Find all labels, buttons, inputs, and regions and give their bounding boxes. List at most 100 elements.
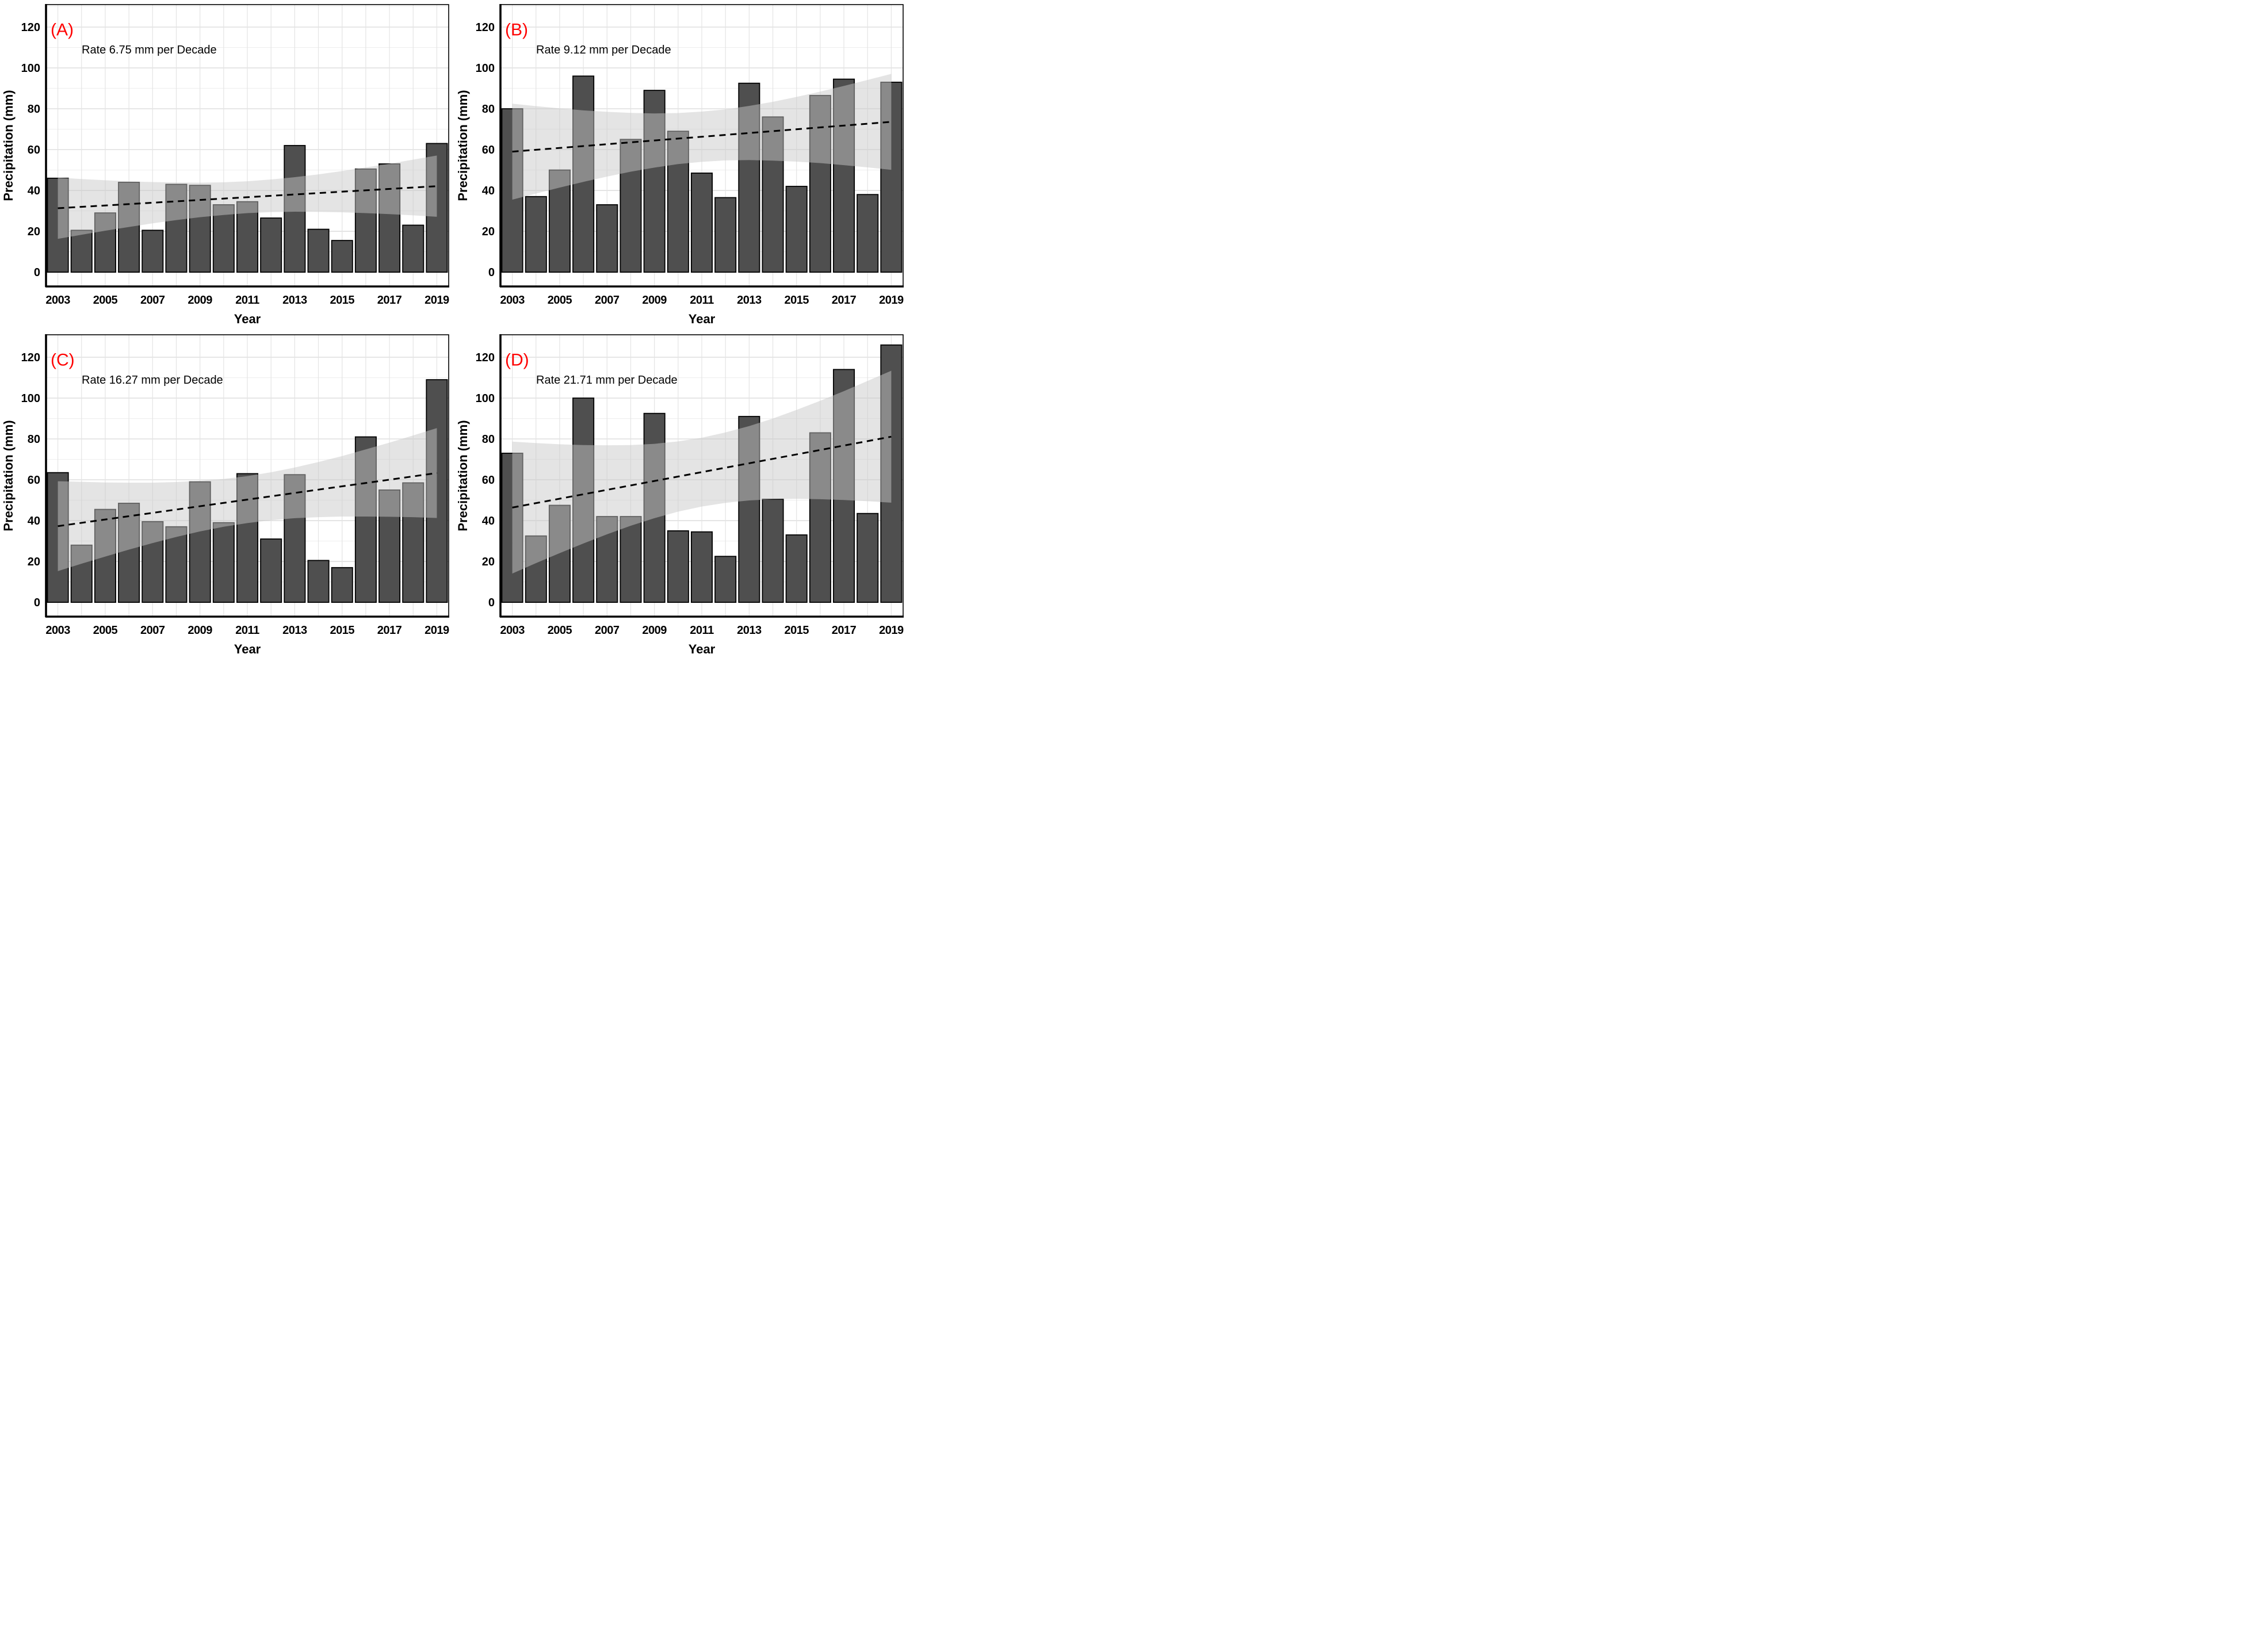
x-tick-label: 2005 [93, 294, 118, 307]
bar-2004 [70, 544, 93, 603]
x-tick-label: 2017 [832, 294, 857, 307]
y-tick-label: 80 [482, 433, 495, 446]
y-tick-label: 0 [34, 596, 40, 609]
rate-annotation: Rate 21.71 mm per Decade [536, 374, 678, 387]
x-axis-title: Year [234, 312, 261, 326]
bar-2010 [667, 530, 689, 603]
bar-2009 [643, 412, 666, 603]
bar-2006 [118, 503, 140, 603]
y-tick-label: 120 [476, 21, 495, 34]
rate-annotation: Rate 16.27 mm per Decade [82, 374, 223, 387]
bar-2005 [548, 169, 571, 273]
bar-2017 [833, 369, 855, 603]
y-tick-label: 40 [482, 515, 495, 527]
y-tick-label: 40 [28, 515, 40, 527]
x-tick-label: 2011 [235, 624, 259, 637]
bar-2005 [548, 504, 571, 603]
bar-2008 [165, 526, 188, 603]
y-tick-label: 120 [21, 351, 40, 364]
x-tick-label: 2019 [425, 294, 449, 307]
panel-D-chart: 0 20 40 60 80 100 120 2003 2005 2007 2009 2011 2013 2… [454, 330, 909, 660]
x-tick-label: 2003 [500, 294, 525, 307]
bar-2011 [236, 201, 259, 273]
bar-2007 [596, 516, 618, 603]
y-tick-label: 60 [482, 474, 495, 487]
x-tick-label: 2017 [377, 624, 402, 637]
x-tick-label: 2013 [737, 624, 762, 637]
x-tick-label: 2019 [425, 624, 449, 637]
bar-2007 [596, 204, 618, 273]
bar-2017 [833, 78, 855, 273]
bar-2008 [620, 516, 642, 603]
bar-2019 [880, 344, 903, 603]
bar-2017 [379, 489, 401, 603]
x-tick-label: 2005 [548, 294, 572, 307]
x-tick-label: 2003 [500, 624, 525, 637]
y-tick-label: 60 [482, 144, 495, 156]
bar-2004 [525, 535, 547, 603]
y-tick-label: 20 [28, 556, 40, 568]
x-tick-label: 2009 [188, 294, 212, 307]
x-tick-label: 2013 [282, 624, 307, 637]
bar-2006 [572, 397, 595, 603]
x-tick-label: 2007 [595, 294, 620, 307]
bar-2007 [142, 521, 164, 603]
y-tick-label: 80 [28, 433, 40, 446]
x-tick-label: 2019 [879, 624, 904, 637]
bar-2019 [426, 143, 448, 273]
panel-C: 0 20 40 60 80 100 120 2003 2005 2007 2009 2011 2013 2… [0, 330, 454, 660]
bar-2006 [118, 182, 140, 273]
bar-2014 [307, 560, 330, 603]
y-tick-label: 0 [34, 266, 40, 279]
bar-2010 [667, 131, 689, 273]
y-axis-title: Precipitation (mm) [1, 90, 16, 201]
bar-2011 [690, 173, 713, 273]
y-tick-label: 120 [476, 351, 495, 364]
y-tick-label: 40 [28, 185, 40, 197]
y-tick-label: 0 [488, 596, 495, 609]
x-tick-label: 2013 [282, 294, 307, 307]
bar-2003 [501, 108, 523, 273]
x-tick-label: 2017 [377, 294, 402, 307]
bar-2011 [690, 531, 713, 603]
bar-2013 [284, 474, 306, 603]
panel-D: 0 20 40 60 80 100 120 2003 2005 2007 2009 2011 2013 2… [454, 330, 909, 660]
x-tick-label: 2013 [737, 294, 762, 307]
bar-2018 [402, 482, 425, 603]
x-tick-label: 2017 [832, 624, 857, 637]
y-axis-title: Precipitation (mm) [456, 90, 470, 201]
y-tick-label: 80 [482, 103, 495, 116]
y-axis-title: Precipitation (mm) [1, 420, 16, 531]
panel-A: 0 20 40 60 80 100 120 2003 2005 2007 2009 2011 2013 2… [0, 0, 454, 330]
x-tick-label: 2003 [45, 624, 70, 637]
bar-2013 [738, 82, 760, 273]
bar-2015 [785, 534, 808, 603]
panel-C-chart: 0 20 40 60 80 100 120 2003 2005 2007 2009 2011 2013 2… [0, 330, 454, 660]
trend-line [58, 185, 437, 209]
bar-2016 [354, 436, 377, 603]
x-tick-label: 2015 [784, 624, 809, 637]
bar-2003 [501, 453, 523, 603]
x-tick-label: 2009 [188, 624, 212, 637]
bar-2007 [142, 230, 164, 273]
bar-2012 [260, 217, 282, 273]
bar-2019 [426, 379, 448, 603]
x-tick-label: 2015 [330, 624, 354, 637]
bar-2012 [714, 197, 737, 273]
bars [501, 75, 903, 273]
y-tick-label: 20 [482, 225, 495, 238]
bar-2005 [94, 508, 116, 603]
panel-B-chart: 0 20 40 60 80 100 120 2003 2005 2007 2009 2011 2013 2… [454, 0, 909, 330]
panel-label: (B) [505, 20, 528, 39]
confidence-ribbon [512, 370, 892, 574]
bar-2015 [785, 186, 808, 273]
bar-2010 [212, 522, 235, 603]
rate-annotation: Rate 6.75 mm per Decade [82, 44, 217, 56]
panel-A-chart: 0 20 40 60 80 100 120 2003 2005 2007 2009 2011 2013 2… [0, 0, 454, 330]
y-tick-label: 100 [476, 392, 495, 405]
gridlines [46, 335, 449, 617]
panel-label: (D) [505, 350, 529, 369]
bar-2014 [307, 228, 330, 273]
bar-2005 [94, 212, 116, 273]
bars [47, 379, 448, 603]
